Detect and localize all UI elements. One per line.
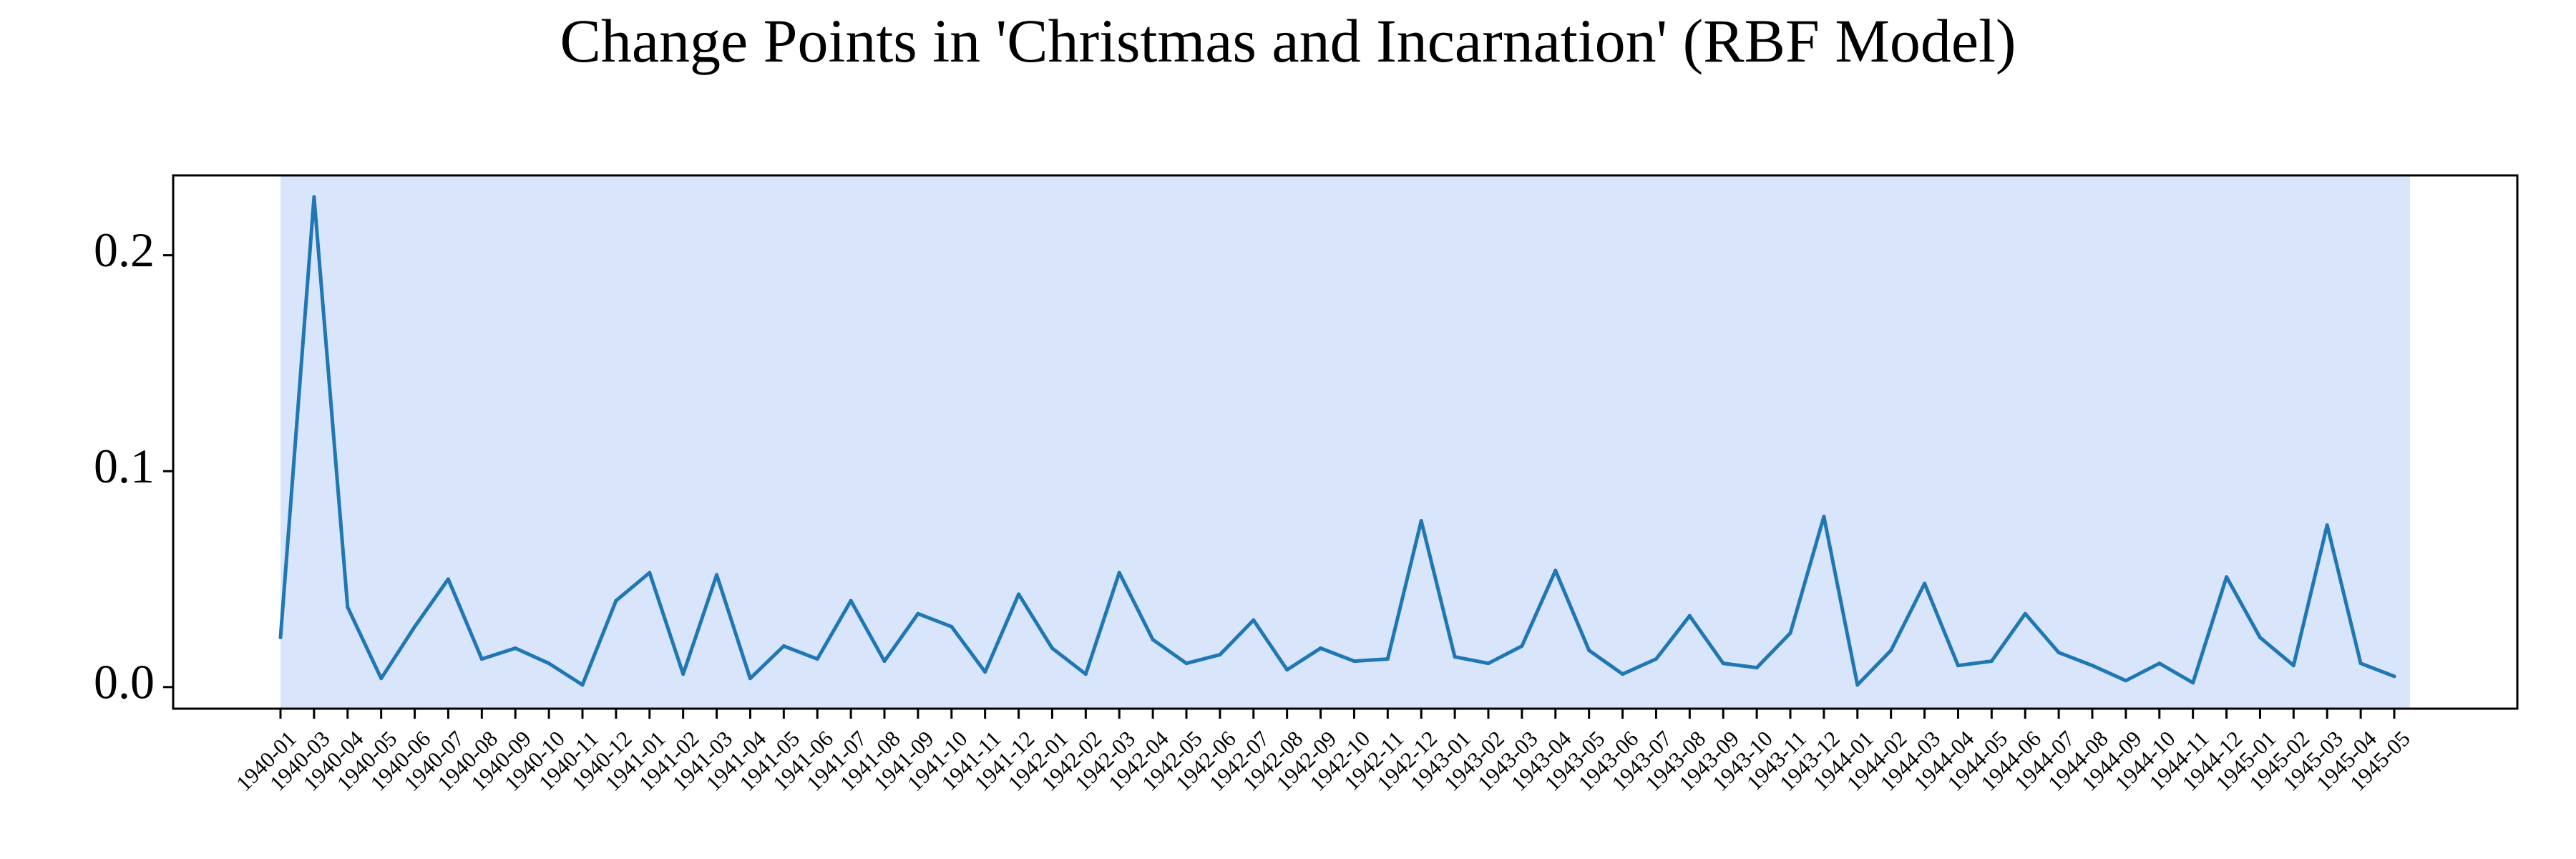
data-point [815, 657, 819, 661]
data-point [1553, 568, 1558, 573]
data-point [1050, 646, 1054, 651]
data-point [1151, 637, 1155, 641]
data-point [2392, 674, 2396, 679]
data-point [1755, 666, 1759, 670]
data-point [2291, 664, 2296, 668]
plot-frame [172, 174, 2519, 710]
data-point [312, 195, 316, 199]
data-point [2191, 681, 2195, 685]
data-point [1855, 683, 1860, 687]
data-point [446, 577, 450, 581]
data-point [580, 683, 585, 687]
data-point [2325, 523, 2329, 528]
data-point [513, 646, 517, 651]
data-point [2225, 575, 2229, 579]
data-point [2124, 679, 2128, 683]
data-point [1923, 581, 1927, 586]
change-point-region [280, 175, 2410, 709]
data-point [2258, 635, 2262, 639]
data-point [1654, 657, 1658, 661]
data-point [1419, 519, 1423, 523]
data-point [2090, 664, 2094, 668]
data-point [2358, 661, 2363, 666]
data-point [916, 611, 920, 616]
data-point [1352, 659, 1356, 664]
data-point [1453, 655, 1457, 659]
data-point [1721, 661, 1725, 666]
data-point [2057, 651, 2061, 655]
data-point [1117, 571, 1121, 575]
data-point [1385, 657, 1390, 661]
data-point [1218, 653, 1222, 657]
data-point [781, 644, 786, 649]
data-point [379, 676, 384, 681]
data-point [1319, 646, 1323, 651]
data-point [614, 598, 618, 603]
data-point [2157, 661, 2162, 666]
data-point [1486, 661, 1491, 666]
data-point [1889, 649, 1893, 653]
data-point [849, 598, 853, 603]
data-point [1252, 618, 1256, 622]
data-point [1989, 659, 1994, 664]
y-tick-label: 0.0 [94, 654, 155, 709]
data-point [479, 657, 484, 661]
data-point [1083, 672, 1088, 676]
chart-title: Change Points in 'Christmas and Incarnat… [560, 6, 2016, 75]
data-point [648, 571, 652, 575]
data-point [748, 676, 752, 681]
data-point [882, 659, 887, 664]
y-tick-label: 0.1 [94, 439, 155, 493]
data-point [1520, 644, 1524, 649]
data-point [346, 605, 350, 609]
data-point [983, 670, 987, 674]
data-point [1956, 664, 1960, 668]
data-point [1621, 672, 1625, 676]
data-point [681, 672, 686, 676]
data-point [413, 624, 417, 629]
data-point [1017, 592, 1021, 596]
data-point [715, 573, 719, 577]
data-point [1788, 631, 1792, 635]
data-point [278, 635, 283, 639]
data-points [278, 195, 2396, 687]
data-point [1587, 649, 1591, 653]
x-axis: 1940-011940-031940-041940-051940-061940-… [231, 709, 2415, 796]
data-point [1285, 668, 1289, 672]
data-point [547, 661, 551, 666]
data-point [950, 624, 954, 629]
y-axis: 0.0 0.1 0.2 [94, 223, 173, 709]
data-point [1687, 613, 1692, 618]
y-tick-label: 0.2 [94, 223, 155, 277]
data-point [1184, 661, 1189, 666]
data-point [2023, 611, 2027, 616]
data-point [1822, 515, 1826, 519]
series-line [278, 195, 2396, 687]
